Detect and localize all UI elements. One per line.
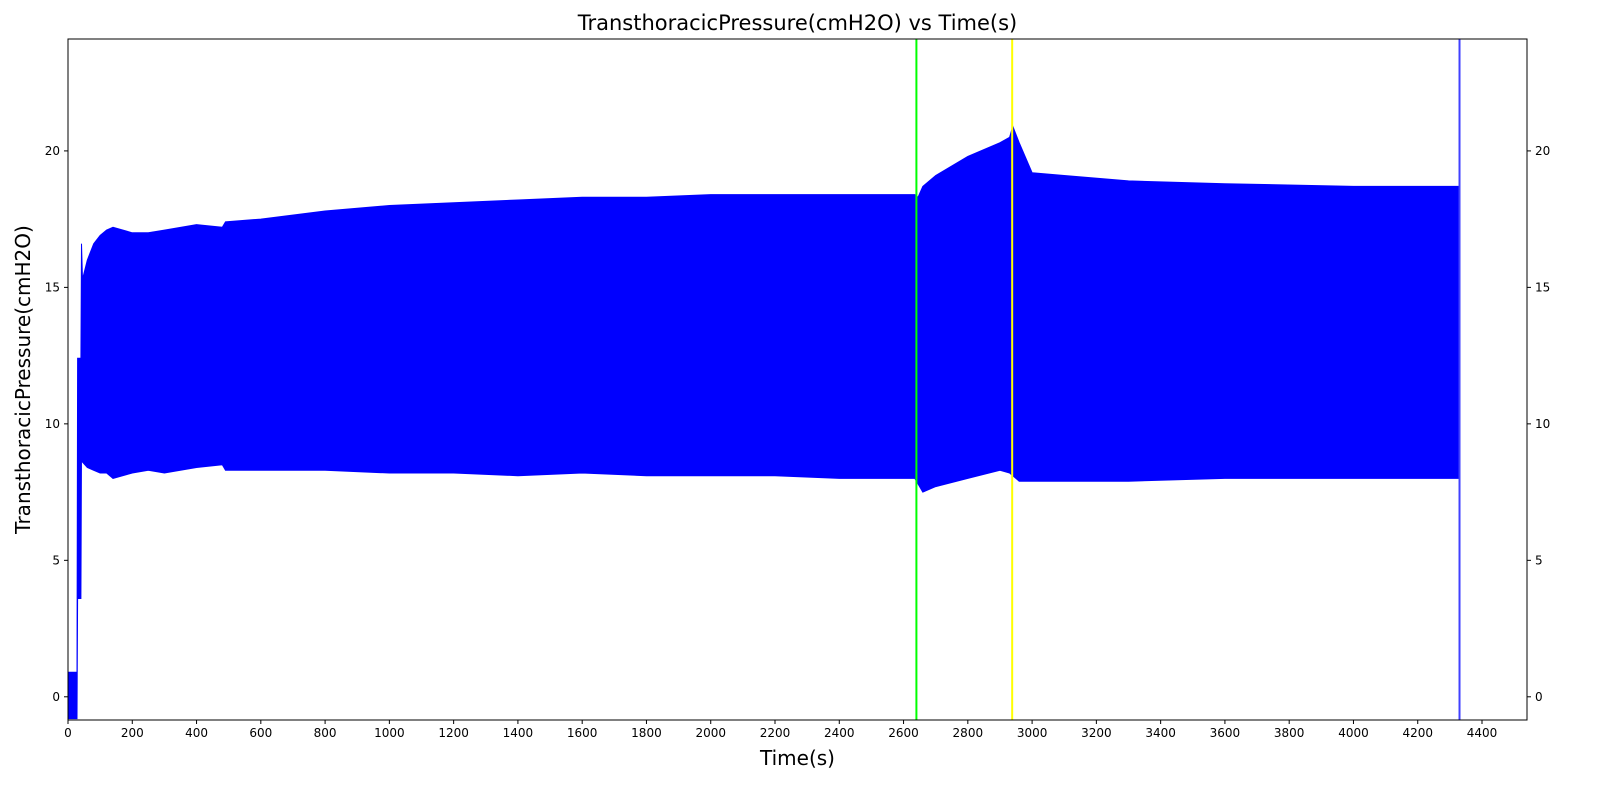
series-band-0 [67, 124, 1460, 720]
y-tick-label-right: 10 [1535, 417, 1550, 431]
y-tick-label-right: 5 [1535, 553, 1543, 567]
y-axis-title: TransthoracicPressure(cmH2O) [11, 225, 35, 535]
y-tick-label-left: 15 [45, 280, 60, 294]
x-tick-label: 3600 [1210, 726, 1241, 740]
x-tick-label: 1400 [503, 726, 534, 740]
marker-lines [915, 39, 1461, 720]
x-tick-label: 3200 [1081, 726, 1112, 740]
x-tick-label: 1600 [567, 726, 598, 740]
x-tick-label: 4000 [1338, 726, 1369, 740]
y-tick-label-right: 20 [1535, 144, 1550, 158]
x-tick-label: 4200 [1402, 726, 1433, 740]
x-tick-label: 600 [249, 726, 272, 740]
chart-title: TransthoracicPressure(cmH2O) vs Time(s) [577, 11, 1018, 35]
y-tick-label-right: 15 [1535, 280, 1550, 294]
x-axis-title: Time(s) [759, 746, 835, 770]
x-tick-label: 3800 [1274, 726, 1305, 740]
x-tick-label: 800 [314, 726, 337, 740]
y-tick-label-left: 10 [45, 417, 60, 431]
y-tick-label-right: 0 [1535, 690, 1543, 704]
x-tick-label: 3400 [1145, 726, 1176, 740]
x-tick-label: 1800 [631, 726, 662, 740]
y-tick-label-left: 0 [52, 690, 60, 704]
plot-frame [67, 38, 1528, 721]
x-tick-label: 1000 [374, 726, 405, 740]
y-tick-label-left: 20 [45, 144, 60, 158]
x-tick-label: 2600 [888, 726, 919, 740]
x-tick-label: 2400 [824, 726, 855, 740]
x-tick-label: 200 [121, 726, 144, 740]
x-tick-label: 400 [185, 726, 208, 740]
data-layer [67, 124, 1460, 720]
y-tick-label-left: 5 [52, 553, 60, 567]
x-tick-label: 4400 [1467, 726, 1498, 740]
x-tick-label: 2200 [760, 726, 791, 740]
y-axis-ticks: 0 0 5 5 10 10 15 15 20 20 [45, 144, 1551, 704]
x-tick-label: 1200 [438, 726, 469, 740]
x-tick-label: 2800 [953, 726, 984, 740]
x-tick-label: 0 [64, 726, 72, 740]
x-axis-ticks: 0 200 400 600 800 1000 1200 1400 1600 1800 2000 220… [64, 720, 1497, 740]
x-tick-label: 3000 [1017, 726, 1048, 740]
x-tick-label: 2000 [695, 726, 726, 740]
